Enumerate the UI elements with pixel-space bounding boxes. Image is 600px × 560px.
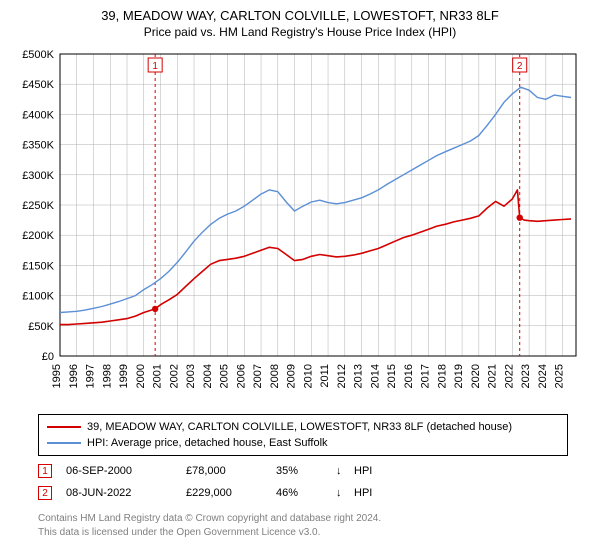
legend-box: 39, MEADOW WAY, CARLTON COLVILLE, LOWEST… bbox=[38, 414, 568, 456]
svg-text:2010: 2010 bbox=[302, 364, 314, 388]
svg-text:2004: 2004 bbox=[202, 364, 214, 388]
svg-text:2019: 2019 bbox=[453, 364, 465, 388]
svg-text:2006: 2006 bbox=[235, 364, 247, 388]
sale-pct: 46% bbox=[276, 487, 336, 499]
svg-text:2000: 2000 bbox=[135, 364, 147, 388]
svg-text:2008: 2008 bbox=[269, 364, 281, 388]
legend-swatch bbox=[47, 442, 81, 443]
svg-text:2015: 2015 bbox=[386, 364, 398, 388]
svg-text:1996: 1996 bbox=[68, 364, 80, 388]
sale-date: 08-JUN-2022 bbox=[66, 487, 186, 499]
legend-swatch bbox=[47, 426, 81, 428]
svg-text:£0: £0 bbox=[42, 351, 54, 363]
legend-label: 39, MEADOW WAY, CARLTON COLVILLE, LOWEST… bbox=[87, 421, 512, 433]
svg-text:£500K: £500K bbox=[22, 49, 54, 61]
svg-text:2023: 2023 bbox=[520, 364, 532, 388]
svg-text:2001: 2001 bbox=[152, 364, 164, 388]
svg-text:£200K: £200K bbox=[22, 230, 54, 242]
chart-title-sub: Price paid vs. HM Land Registry's House … bbox=[0, 25, 600, 39]
svg-text:£350K: £350K bbox=[22, 140, 54, 152]
svg-text:2016: 2016 bbox=[403, 364, 415, 388]
svg-text:£150K: £150K bbox=[22, 260, 54, 272]
sale-suffix: HPI bbox=[354, 487, 372, 499]
svg-text:1: 1 bbox=[152, 61, 158, 72]
sale-arrow-icon: ↓ bbox=[336, 465, 354, 477]
sale-row: 2 08-JUN-2022£229,00046%↓HPI bbox=[38, 482, 568, 504]
svg-text:£400K: £400K bbox=[22, 109, 54, 121]
svg-text:£250K: £250K bbox=[22, 200, 54, 212]
footer-text: Contains HM Land Registry data © Crown c… bbox=[38, 512, 381, 539]
svg-text:2: 2 bbox=[517, 61, 523, 72]
svg-text:2012: 2012 bbox=[336, 364, 348, 388]
svg-text:2025: 2025 bbox=[554, 364, 566, 388]
svg-text:2017: 2017 bbox=[420, 364, 432, 388]
svg-text:£50K: £50K bbox=[28, 321, 54, 333]
chart-svg: £0 £50K £100K £150K £200K £250K £300K £350K £400… bbox=[12, 48, 588, 398]
svg-text:2024: 2024 bbox=[537, 364, 549, 388]
svg-text:2011: 2011 bbox=[319, 364, 331, 388]
chart-title-block: 39, MEADOW WAY, CARLTON COLVILLE, LOWEST… bbox=[0, 0, 600, 43]
legend-row: HPI: Average price, detached house, East… bbox=[47, 435, 559, 451]
svg-text:1999: 1999 bbox=[118, 364, 130, 388]
sale-suffix: HPI bbox=[354, 465, 372, 477]
svg-text:2002: 2002 bbox=[168, 364, 180, 388]
footer-line-2: This data is licensed under the Open Gov… bbox=[38, 526, 381, 540]
svg-text:2020: 2020 bbox=[470, 364, 482, 388]
svg-text:1998: 1998 bbox=[101, 364, 113, 388]
svg-text:2003: 2003 bbox=[185, 364, 197, 388]
svg-text:1997: 1997 bbox=[85, 364, 97, 388]
svg-text:2014: 2014 bbox=[369, 364, 381, 388]
svg-text:1995: 1995 bbox=[51, 364, 63, 388]
chart-area: £0 £50K £100K £150K £200K £250K £300K £350K £400… bbox=[12, 48, 588, 398]
sale-marker: 2 bbox=[38, 486, 52, 500]
sale-price: £78,000 bbox=[186, 465, 276, 477]
sales-table: 1 06-SEP-2000£78,00035%↓HPI 2 08-JUN-2022£2… bbox=[38, 460, 568, 504]
svg-text:£300K: £300K bbox=[22, 170, 54, 182]
svg-text:2007: 2007 bbox=[252, 364, 264, 388]
sale-pct: 35% bbox=[276, 465, 336, 477]
sale-arrow-icon: ↓ bbox=[336, 487, 354, 499]
legend-row: 39, MEADOW WAY, CARLTON COLVILLE, LOWEST… bbox=[47, 419, 559, 435]
svg-text:2021: 2021 bbox=[487, 364, 499, 388]
chart-title-main: 39, MEADOW WAY, CARLTON COLVILLE, LOWEST… bbox=[0, 8, 600, 23]
sale-price: £229,000 bbox=[186, 487, 276, 499]
footer-line-1: Contains HM Land Registry data © Crown c… bbox=[38, 512, 381, 526]
svg-text:2009: 2009 bbox=[286, 364, 298, 388]
sale-marker: 1 bbox=[38, 464, 52, 478]
sale-row: 1 06-SEP-2000£78,00035%↓HPI bbox=[38, 460, 568, 482]
legend-label: HPI: Average price, detached house, East… bbox=[87, 437, 328, 449]
svg-text:2018: 2018 bbox=[436, 364, 448, 388]
svg-text:2005: 2005 bbox=[219, 364, 231, 388]
svg-text:2013: 2013 bbox=[353, 364, 365, 388]
sale-date: 06-SEP-2000 bbox=[66, 465, 186, 477]
svg-text:£450K: £450K bbox=[22, 79, 54, 91]
svg-text:2022: 2022 bbox=[503, 364, 515, 388]
svg-text:£100K: £100K bbox=[22, 291, 54, 303]
